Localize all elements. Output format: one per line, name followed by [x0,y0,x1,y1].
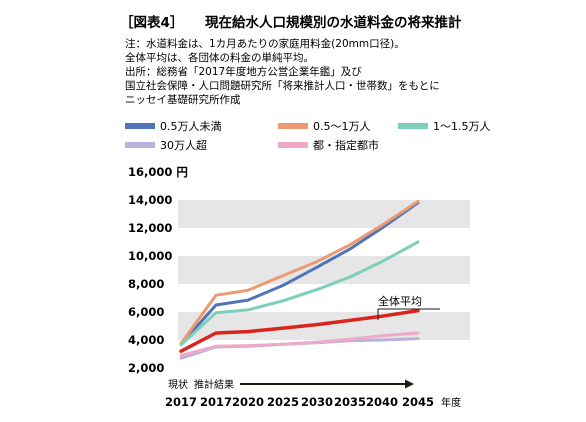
chart-title: 現在給水人口規模別の水道料金の将来推計 [205,14,462,31]
note-line-5: ニッセイ基礎研究所作成 [125,93,241,106]
average-annotation: 全体平均 [377,294,440,320]
projection-arrow: 現状 推計結果 [168,378,414,391]
y-tick-label: 2,000 [128,361,164,375]
note-line-2: 全体平均は、各団体の料金の単純平均。 [125,51,314,64]
grid-band [178,312,470,340]
series-line-5 [179,308,420,353]
note-line-1: 注：水道料金は、1カ月あたりの家庭用料金(20mm口径)。 [125,37,405,50]
legend-swatch-4 [278,142,308,148]
series-line-1 [179,199,420,345]
series-line-4 [179,331,420,357]
y-tick-label: 6,000 [128,305,164,319]
x-tick-label: 2030 [301,395,333,409]
arrow-label-current: 現状 [168,378,188,391]
x-tick-label: 2017 [200,395,232,409]
x-tick-label: 2017 [165,395,197,409]
legend-label-2: 1〜1.5万人 [433,120,491,133]
y-tick-label: 14,000 [128,193,172,207]
y-axis: 2,000 4,000 6,000 8,000 10,000 12,000 14,000 16… [128,165,188,375]
legend: 0.5万人未満 0.5〜1万人 1〜1.5万人 30万人超 都・指定都市 [125,120,491,152]
arrow-label-projection: 推計結果 [194,378,234,391]
series-line-2 [179,240,420,347]
legend-swatch-0 [125,123,155,129]
series-line-3 [179,337,420,360]
y-tick-label: 4,000 [128,333,164,347]
grid-bands [178,200,470,340]
legend-swatch-1 [278,123,308,129]
note-line-4: 国立社会保障・人口問題研究所「将来推計人口・世帯数」をもとに [125,79,440,92]
y-tick-label: 8,000 [128,277,164,291]
legend-swatch-3 [125,142,155,148]
x-axis: 2017 2017 2020 2025 2030 2035 2040 2045 [165,395,434,409]
legend-label-4: 都・指定都市 [313,138,379,152]
x-tick-label: 2035 [334,395,366,409]
arrow-head [405,379,414,389]
y-tick-label: 12,000 [128,221,172,235]
grid-band [178,200,470,228]
x-tick-label: 2045 [402,395,434,409]
x-axis-unit: 年度 [441,396,461,409]
series-line-0 [179,201,420,346]
legend-label-3: 30万人超 [160,138,207,152]
figure-label: ［図表4］ [120,14,183,31]
legend-swatch-2 [398,123,428,129]
average-label: 全体平均 [378,294,422,308]
grid-band [178,256,470,284]
legend-label-1: 0.5〜1万人 [313,120,371,133]
x-tick-label: 2025 [267,395,299,409]
x-tick-label: 2020 [232,395,264,409]
y-tick-label: 16,000 円 [128,165,188,179]
y-tick-label: 10,000 [128,249,172,263]
x-tick-label: 2040 [366,395,398,409]
series-lines [179,199,420,360]
note-line-3: 出所：総務省「2017年度地方公営企業年鑑」及び [125,65,362,78]
legend-label-0: 0.5万人未満 [160,120,222,133]
